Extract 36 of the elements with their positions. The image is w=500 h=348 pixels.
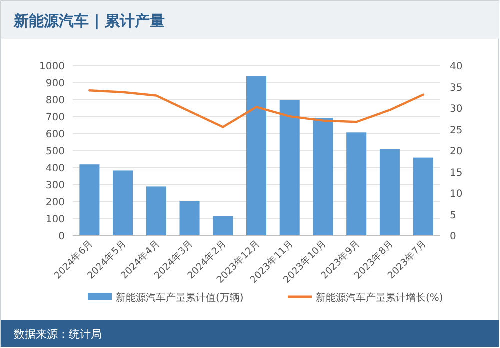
y2-tick-label: 40 — [450, 62, 463, 72]
legend-label: 新能源汽车产量累计值(万辆) — [116, 292, 244, 304]
bar — [246, 76, 267, 236]
bar — [413, 158, 434, 236]
y-tick-label: 100 — [46, 214, 65, 226]
y2-tick-label: 25 — [450, 125, 463, 136]
y-tick-label: 500 — [46, 146, 65, 158]
y-tick-label: 700 — [46, 112, 65, 124]
bar — [313, 118, 334, 236]
bar — [213, 216, 234, 236]
legend-label: 新能源汽车产量累计增长(%) — [316, 292, 444, 304]
bar — [146, 186, 166, 236]
y2-tick-label: 20 — [450, 146, 463, 158]
y2-tick-label: 35 — [450, 82, 463, 94]
bar — [346, 132, 367, 236]
y-tick-label: 800 — [46, 96, 65, 106]
y-tick-label: 400 — [46, 164, 65, 174]
bar — [113, 170, 134, 236]
chart-title: 新能源汽车 | 累计产量 — [13, 12, 165, 30]
y-tick-label: 1000 — [40, 62, 65, 72]
y-tick-label: 900 — [46, 78, 65, 90]
y2-tick-label: 30 — [450, 104, 463, 115]
bar — [380, 149, 400, 236]
y2-tick-label: 0 — [450, 232, 456, 242]
y-tick-label: 0 — [58, 232, 65, 242]
bar — [180, 200, 200, 236]
bar — [80, 164, 100, 236]
y2-tick-label: 10 — [450, 189, 463, 200]
y-tick-label: 200 — [46, 198, 65, 208]
y-tick-label: 600 — [46, 130, 65, 140]
y2-tick-label: 15 — [450, 168, 463, 179]
source-note: 数据来源：统计局 — [14, 328, 102, 341]
y2-tick-label: 5 — [450, 210, 456, 222]
bar — [280, 100, 300, 236]
y-tick-label: 300 — [46, 180, 65, 192]
line-series — [88, 90, 424, 128]
